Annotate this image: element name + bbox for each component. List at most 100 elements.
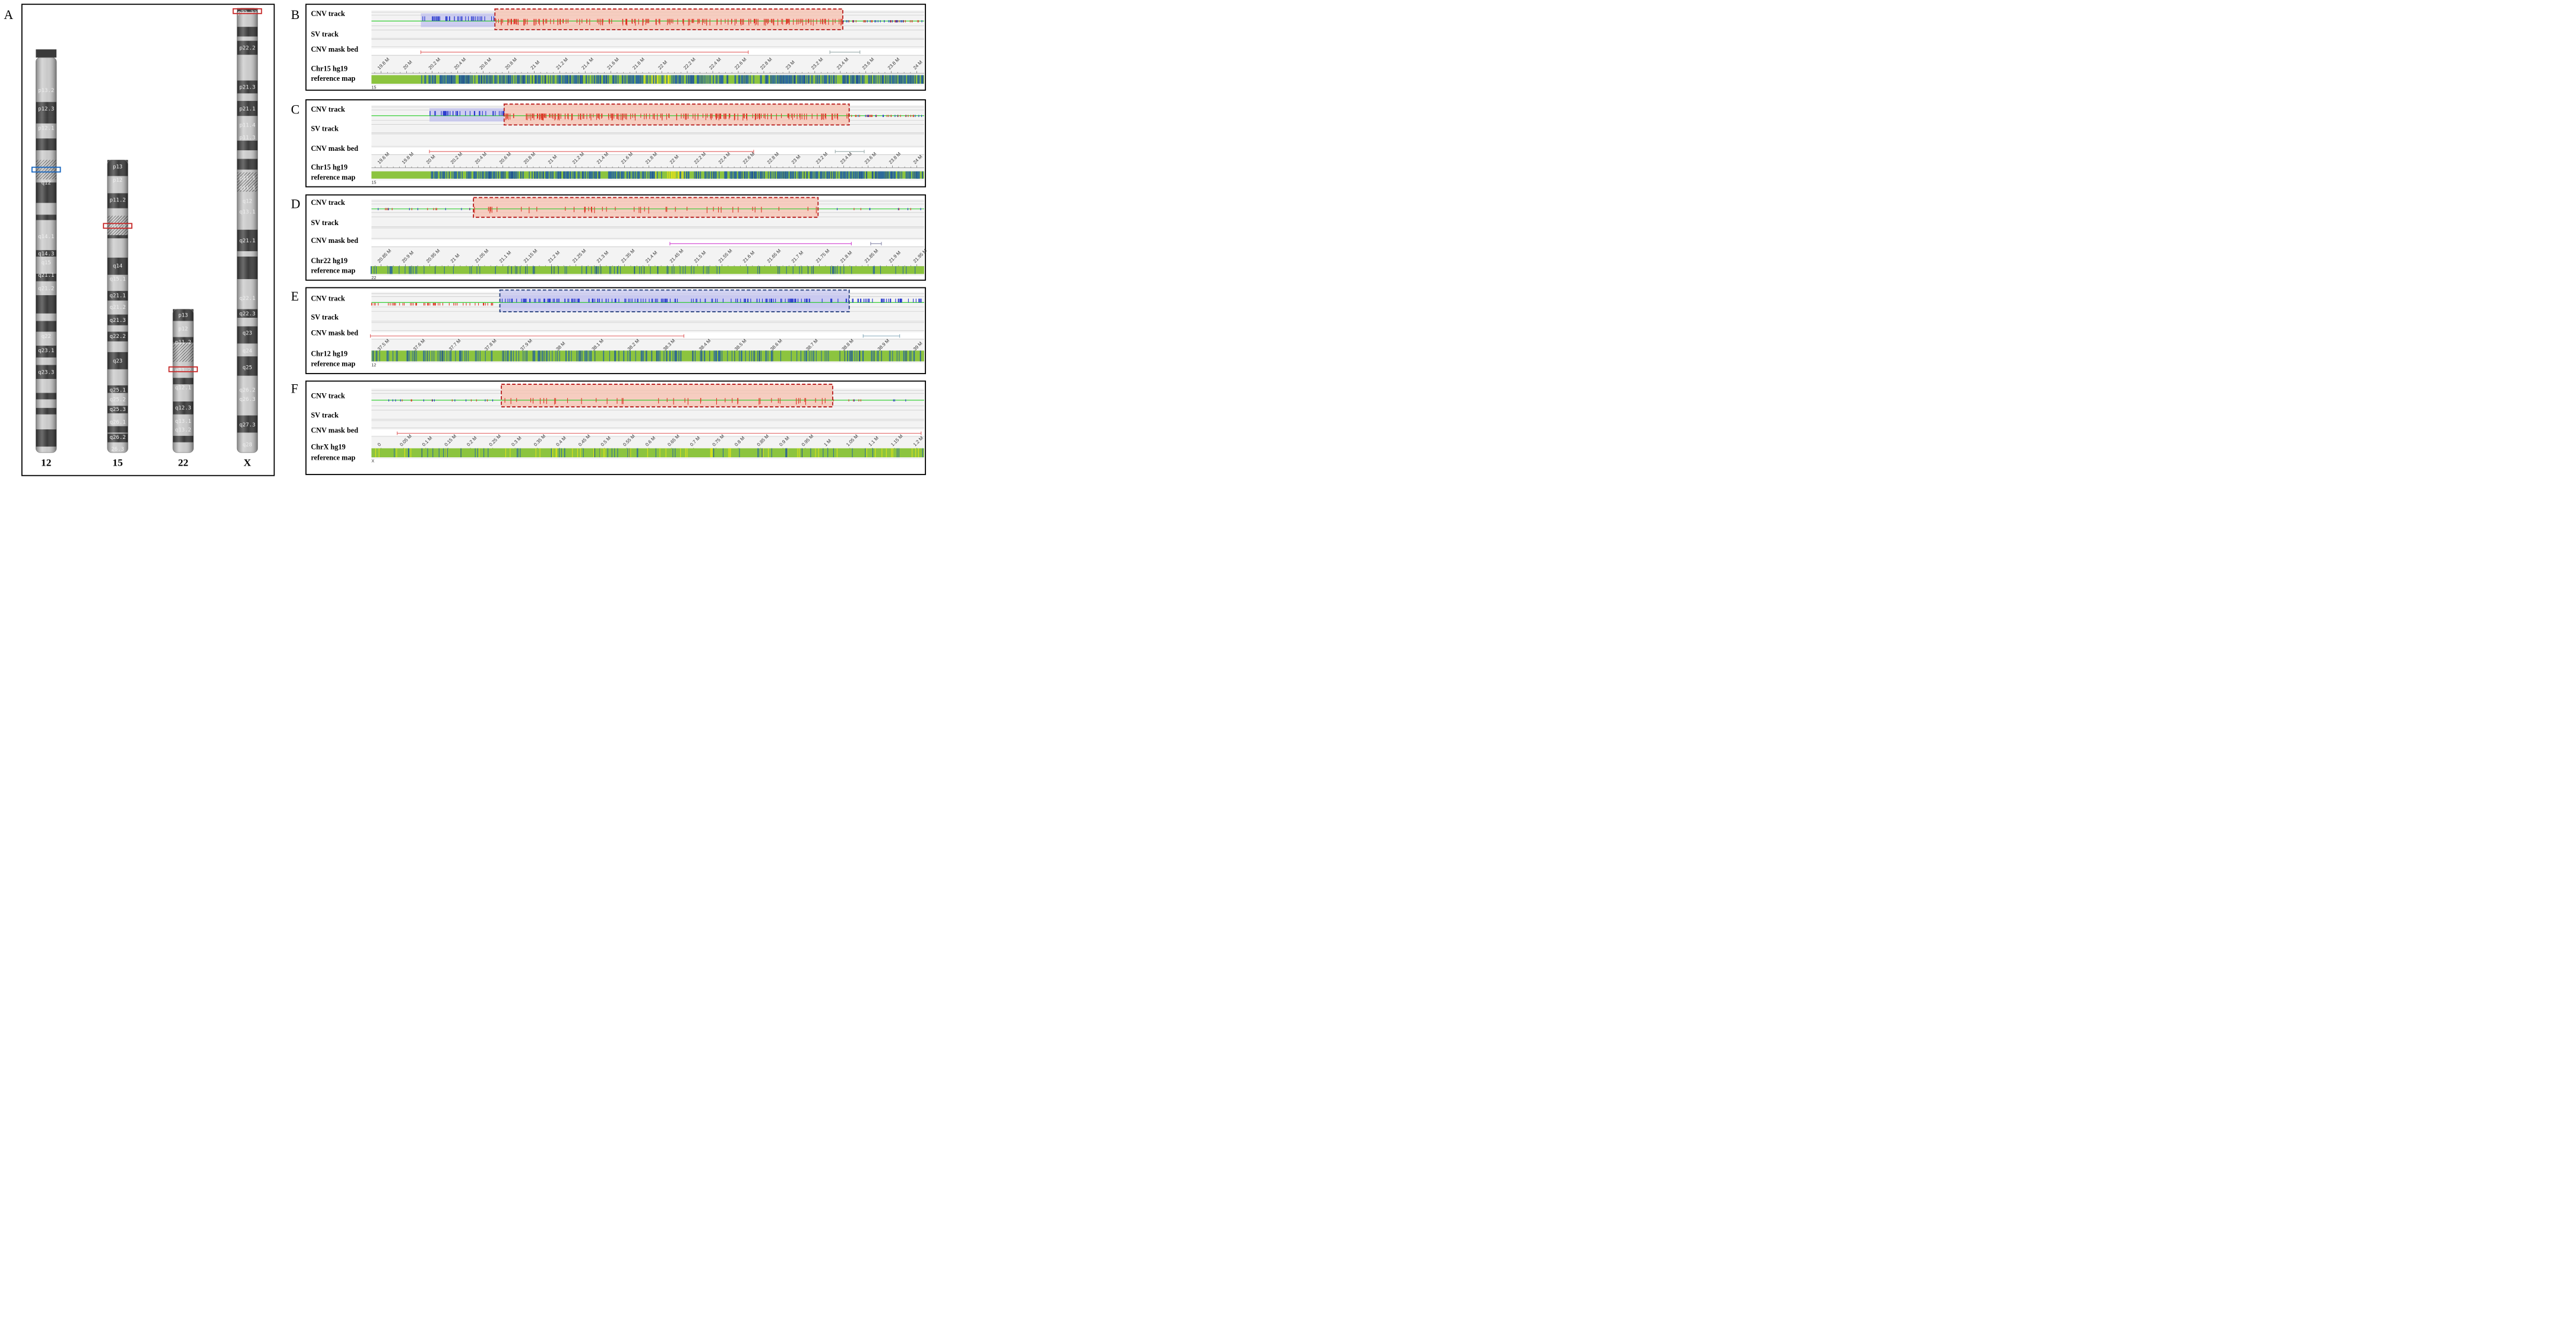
band-label: q21.3 bbox=[110, 318, 126, 324]
panel-letter: D bbox=[291, 197, 301, 211]
reference-map-bar bbox=[371, 266, 924, 274]
sv-track-label: SV track bbox=[311, 125, 339, 133]
chromosome-22: p13 p12 p11.2 q11.2 q12.1 q12.3 q13.1 q13.2 22 bbox=[168, 309, 198, 468]
panel-a-letter: A bbox=[4, 8, 14, 22]
band-label: q21.1 bbox=[239, 238, 255, 244]
band-label: 26.3 bbox=[111, 447, 124, 453]
cnv-call-box bbox=[473, 197, 819, 218]
band-label: q25.3 bbox=[110, 407, 126, 413]
band-label: q12.1 bbox=[175, 385, 191, 391]
band-label: q21.2 bbox=[110, 305, 126, 311]
band-label: q13.1 bbox=[175, 419, 191, 425]
band-label: q13.2 bbox=[175, 427, 191, 433]
band-label: q22 bbox=[42, 334, 51, 340]
reference-chrom-label: Chr12 hg19 bbox=[311, 349, 347, 358]
figure-stage: A p13.2 p12.3 p12.1 q12 q14.1 q14.3 q15 q21.1 q2… bbox=[0, 0, 931, 477]
band-label: q26.1 bbox=[110, 420, 126, 426]
band-label: p12 bbox=[113, 178, 122, 184]
cnv-track-label: CNV track bbox=[311, 392, 345, 400]
panel-letter: C bbox=[291, 103, 299, 117]
cnv-mask-label: CNV mask bed bbox=[311, 144, 358, 153]
mask-lane bbox=[371, 429, 924, 436]
reference-map-bar bbox=[371, 350, 924, 362]
reference-chrom-label: ChrX hg19 bbox=[311, 443, 345, 451]
band-label: q23 bbox=[113, 359, 122, 365]
chromosome-outline bbox=[236, 8, 258, 453]
panel-f: F CNV track SV track CNV mask bed ChrX hg19 r… bbox=[291, 380, 926, 475]
panel-a-frame bbox=[21, 4, 275, 476]
cnv-mask-label: CNV mask bed bbox=[311, 236, 358, 245]
band-label: p12.3 bbox=[38, 106, 54, 112]
band-label: p11.2 bbox=[110, 197, 126, 203]
band-label: q28 bbox=[242, 442, 252, 448]
sv-track-label: SV track bbox=[311, 219, 339, 227]
band-label: q13.1 bbox=[239, 209, 255, 215]
chromosome-x: p22.33p22.2p21.3p21.1p11.4p11.3p11.1q11.… bbox=[232, 8, 263, 468]
duplication-marker-box bbox=[31, 166, 61, 173]
band-label: p12 bbox=[178, 326, 188, 332]
cnv-track-label: CNV track bbox=[311, 105, 345, 113]
mask-lane bbox=[371, 240, 924, 246]
band-label: q12 bbox=[42, 181, 51, 186]
reference-chrom-short: 12 bbox=[371, 362, 376, 368]
chromosome-outline bbox=[172, 309, 194, 453]
chromosome-shading bbox=[173, 309, 194, 453]
chromosome-label: 12 bbox=[41, 457, 51, 468]
reference-chrom-label: Chr15 hg19 bbox=[311, 64, 347, 72]
band-label: q21.2 bbox=[38, 286, 54, 292]
band-label: q14.1 bbox=[38, 234, 54, 240]
band-label: p21.1 bbox=[239, 106, 255, 112]
band-label: p11.4 bbox=[239, 123, 255, 129]
band-label: q22.3 bbox=[239, 311, 255, 317]
panel-c: C CNV track SV track CNV mask bed Chr15 hg19… bbox=[291, 99, 926, 188]
panel-e: E CNV track SV track CNV mask bed Chr12 hg19… bbox=[291, 287, 926, 374]
reference-chrom-short: 15 bbox=[371, 179, 376, 185]
panel-a: A p13.2 p12.3 p12.1 q12 q14.1 q14.3 q15 q21.1 q2… bbox=[4, 4, 275, 476]
band-label: q11.1 bbox=[239, 185, 255, 191]
cnv-track-label: CNV track bbox=[311, 198, 345, 207]
chromosome-outline bbox=[36, 57, 57, 453]
reference-map-label: reference map bbox=[311, 173, 355, 182]
chromosome-label: X bbox=[244, 457, 251, 468]
cnv-call-fill bbox=[501, 384, 833, 407]
cnv-call-box bbox=[503, 103, 850, 126]
band-label: q26.2 bbox=[110, 435, 126, 441]
deletion-marker-box bbox=[168, 366, 198, 372]
band-label: q22.1 bbox=[239, 296, 255, 302]
band-label: q11.2 bbox=[110, 224, 126, 230]
cnv-call-fill bbox=[473, 197, 818, 217]
band-label: q25.2 bbox=[110, 397, 126, 403]
figure-canvas: A p13.2 p12.3 p12.1 q12 q14.1 q14.3 q15 q21.1 q2… bbox=[4, 4, 928, 476]
chromosome-shading bbox=[36, 57, 57, 453]
panel-letter: E bbox=[291, 289, 299, 303]
chromosome-12: p13.2 p12.3 p12.1 q12 q14.1 q14.3 q15 q21.1 q21.… bbox=[31, 49, 61, 468]
dark-band bbox=[36, 49, 57, 58]
band-label: q15.1 bbox=[110, 276, 126, 282]
cnv-call-box bbox=[494, 8, 843, 30]
panel-letter: B bbox=[291, 8, 299, 22]
sv-track-label: SV track bbox=[311, 30, 339, 38]
chromosome-ideograms: p13.2 p12.3 p12.1 q12 q14.1 q14.3 q15 q21.1 q21.… bbox=[31, 8, 263, 468]
reference-chrom-short: X bbox=[371, 458, 374, 464]
band-label: p13.2 bbox=[38, 88, 54, 94]
chromosome-label: 22 bbox=[178, 457, 188, 468]
band-label: q23.3 bbox=[38, 370, 54, 376]
panel-letter: F bbox=[291, 382, 298, 396]
band-label: q27.3 bbox=[239, 422, 255, 428]
band-label: p11.1 bbox=[239, 176, 255, 182]
mask-lane bbox=[371, 332, 924, 339]
reference-chrom-short: 22 bbox=[371, 275, 376, 280]
panel-b: B CNV track SV track CNV mask bed Chr15 hg19… bbox=[291, 4, 926, 91]
band-label: q21.1 bbox=[110, 293, 126, 299]
band-label: q11.2 bbox=[175, 368, 191, 374]
chromosome-outline bbox=[107, 159, 128, 453]
cnv-track-label: CNV track bbox=[311, 294, 345, 302]
reference-chrom-label: Chr15 hg19 bbox=[311, 163, 347, 172]
band-label: p11.3 bbox=[239, 135, 255, 141]
band-label: q14 bbox=[113, 263, 122, 269]
reference-chrom-short: 15 bbox=[371, 85, 376, 90]
reference-map-label: reference map bbox=[311, 266, 355, 274]
band-label: q25 bbox=[242, 365, 252, 371]
band-label: q12 bbox=[242, 198, 252, 204]
band-label: q12.3 bbox=[175, 405, 191, 411]
